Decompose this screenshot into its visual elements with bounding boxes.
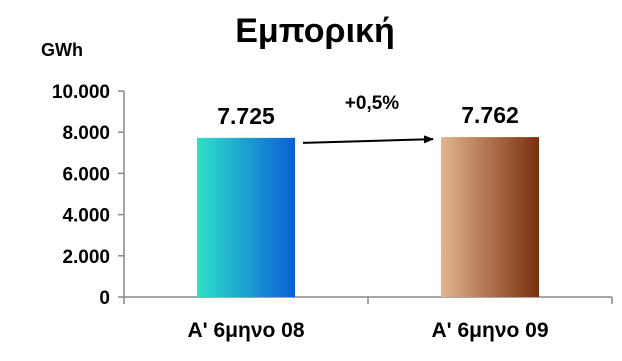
x-tick-label: A' 6μηνο 09	[431, 319, 548, 342]
y-tick-label: 0	[99, 288, 110, 309]
data-label: 7.762	[461, 102, 519, 128]
y-tick-label: 4.000	[62, 206, 110, 227]
bar	[441, 137, 539, 297]
plot-area: 0 2.000 4.000 6.000 8.000 10.000 7.725 A' 6μηνο…	[52, 82, 613, 342]
x-tick-label: A' 6μηνο 08	[187, 319, 304, 342]
growth-annotation: +0,5%	[345, 93, 400, 114]
chart-title: Εμπορική	[235, 12, 395, 50]
y-tick-label: 8.000	[62, 123, 110, 144]
growth-arrow	[302, 135, 434, 144]
y-tick-label: 2.000	[62, 247, 110, 268]
y-tick-label: 10.000	[52, 82, 110, 103]
bar	[197, 137, 295, 297]
y-tick-label: 6.000	[62, 164, 110, 185]
y-axis-unit-label: GWh	[41, 40, 83, 60]
data-label: 7.725	[217, 103, 275, 129]
